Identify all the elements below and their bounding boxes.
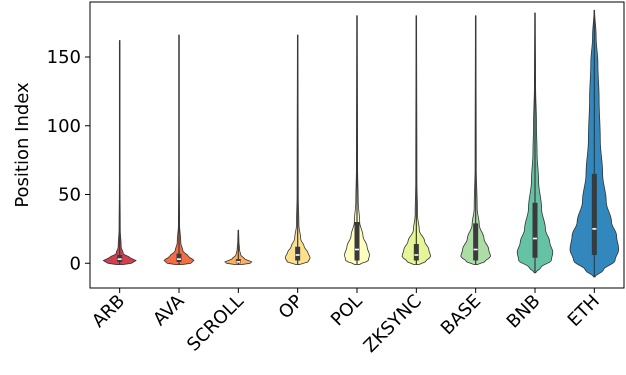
- violin-base: [460, 15, 491, 266]
- violin-arb: [102, 40, 137, 266]
- violin-scroll: [224, 229, 253, 266]
- violin-ava: [163, 34, 195, 266]
- violin-pol: [344, 15, 370, 266]
- x-tick-label-base: BASE: [437, 291, 485, 339]
- violin-iqr-box: [354, 222, 360, 261]
- x-tick-label-scroll: SCROLL: [183, 291, 248, 356]
- violin-iqr-box: [473, 223, 479, 261]
- violin-op: [284, 34, 311, 266]
- x-tick-label-eth: ETH: [564, 291, 604, 331]
- x-tick-label-bnb: BNB: [503, 291, 545, 333]
- violin-iqr-box: [591, 173, 597, 255]
- x-tick-label-arb: ARB: [88, 291, 129, 332]
- x-tick-label-zksync: ZKSYNC: [360, 291, 426, 357]
- y-axis-title: Position Index: [12, 82, 33, 208]
- violin-bnb: [516, 12, 554, 274]
- y-tick-label: 150: [47, 47, 81, 68]
- violin-iqr-box: [295, 246, 301, 261]
- y-tick-label: 50: [58, 185, 81, 206]
- violin-eth: [569, 9, 620, 278]
- y-tick-label: 0: [70, 253, 81, 274]
- x-tick-label-ava: AVA: [149, 290, 189, 330]
- x-tick-label-pol: POL: [327, 291, 367, 331]
- violin-iqr-box: [413, 244, 419, 261]
- violin-layer: [102, 9, 620, 278]
- violin-iqr-box: [532, 202, 538, 258]
- x-tick-label-op: OP: [275, 291, 308, 324]
- y-axis: 0 50 100 150: [47, 47, 90, 274]
- y-tick-label: 100: [47, 116, 81, 137]
- violin-zksync: [401, 15, 431, 266]
- violin-iqr-box: [176, 253, 182, 262]
